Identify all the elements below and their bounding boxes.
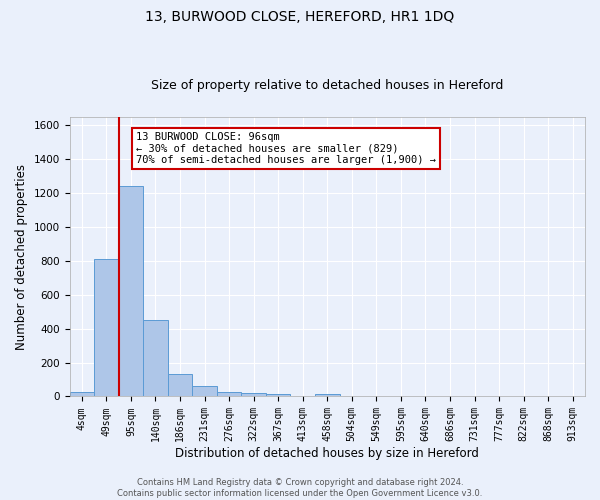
Text: 13 BURWOOD CLOSE: 96sqm
← 30% of detached houses are smaller (829)
70% of semi-d: 13 BURWOOD CLOSE: 96sqm ← 30% of detache…	[136, 132, 436, 165]
Bar	[266, 394, 290, 396]
Bar	[119, 186, 143, 396]
Title: Size of property relative to detached houses in Hereford: Size of property relative to detached ho…	[151, 79, 503, 92]
Bar	[241, 394, 266, 396]
Bar	[143, 320, 168, 396]
Y-axis label: Number of detached properties: Number of detached properties	[15, 164, 28, 350]
Bar	[94, 259, 119, 396]
Bar	[70, 392, 94, 396]
Bar	[217, 392, 241, 396]
Text: 13, BURWOOD CLOSE, HEREFORD, HR1 1DQ: 13, BURWOOD CLOSE, HEREFORD, HR1 1DQ	[145, 10, 455, 24]
Bar	[168, 374, 192, 396]
Bar	[315, 394, 340, 396]
Text: Contains HM Land Registry data © Crown copyright and database right 2024.
Contai: Contains HM Land Registry data © Crown c…	[118, 478, 482, 498]
Bar	[192, 386, 217, 396]
X-axis label: Distribution of detached houses by size in Hereford: Distribution of detached houses by size …	[175, 447, 479, 460]
